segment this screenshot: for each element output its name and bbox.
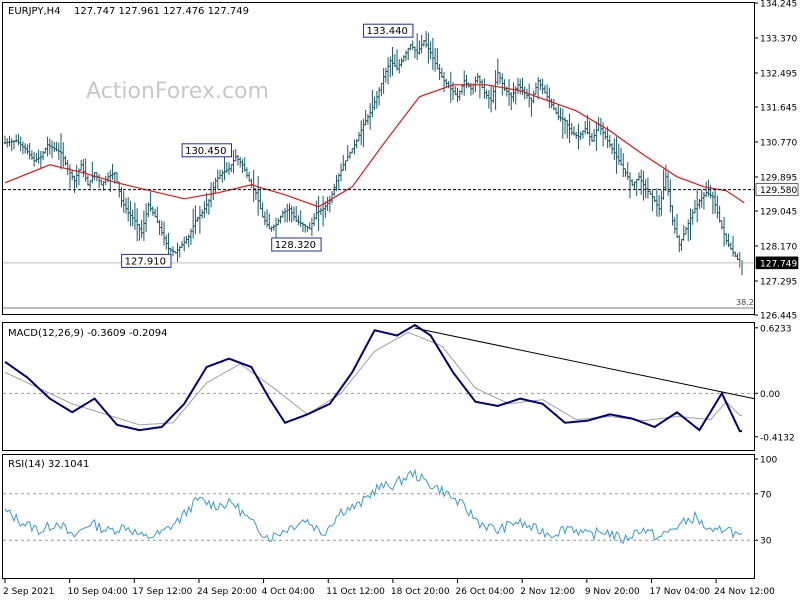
watermark: ActionForex.com <box>86 79 269 104</box>
price-annotation-label: 133.440 <box>367 26 408 37</box>
price-bars <box>3 31 744 276</box>
time-tick-label: 17 Sep 12:00 <box>132 587 192 597</box>
fibonacci-level-label: 38.2 <box>736 298 754 307</box>
rsi-tick-label: 70 <box>760 490 772 500</box>
time-axis: 2 Sep 2021 10 Sep 04:00 17 Sep 12:00 24 Sep… <box>3 579 775 597</box>
time-tick-label: 11 Oct 12:00 <box>326 587 385 597</box>
macd-indicator: 0.6233 0.00 -0.4132 <box>3 323 795 443</box>
time-tick-label: 26 Oct 04:00 <box>456 587 515 597</box>
symbol-label: EURJPY,H4 <box>8 6 61 17</box>
macd-tick-label: 0.00 <box>760 390 780 400</box>
macd-tick-label: 0.6233 <box>760 324 792 334</box>
time-tick-label: 2 Nov 12:00 <box>520 587 575 597</box>
price-tick-label: 129.045 <box>760 208 797 218</box>
price-tick-label: 127.295 <box>760 278 797 288</box>
time-tick-label: 24 Sep 20:00 <box>197 587 257 597</box>
price-overlays: 38.2 129.580 127.749 <box>3 84 799 309</box>
macd-tick-label: -0.4132 <box>760 433 795 443</box>
price-tick-label: 126.445 <box>760 312 797 322</box>
last-price-tag-label: 127.749 <box>760 259 797 269</box>
macd-label: MACD(12,26,9) -0.3609 -0.2094 <box>8 328 168 339</box>
macd-signal-line <box>4 331 742 426</box>
price-tick-label: 129.895 <box>760 174 797 184</box>
macd-panel-frame <box>2 322 755 451</box>
price-tick-label: 134.245 <box>760 0 797 10</box>
time-tick-label: 18 Oct 20:00 <box>391 587 450 597</box>
rsi-label: RSI(14) 32.1041 <box>8 459 89 470</box>
price-tick-label: 133.370 <box>760 35 797 45</box>
time-tick-label: 9 Nov 20:00 <box>585 587 640 597</box>
price-tick-label: 132.495 <box>760 70 797 80</box>
last-price-tag-box <box>755 256 799 270</box>
price-annotation-label: 128.320 <box>275 240 316 251</box>
macd-line <box>4 323 742 433</box>
level-tag-box <box>755 183 799 196</box>
price-y-axis: 134.245 133.370 132.495 131.645 130.770 129.8… <box>754 0 797 322</box>
time-tick-label: 4 Oct 04:00 <box>262 587 315 597</box>
price-tick-label: 130.770 <box>760 139 797 149</box>
price-tick-label: 128.170 <box>760 243 797 253</box>
time-tick-label: 17 Nov 04:00 <box>649 587 710 597</box>
price-annotations: 133.440 130.450 128.320 127.910 <box>121 23 414 268</box>
rsi-panel-frame <box>2 454 755 579</box>
time-tick-label: 10 Sep 04:00 <box>68 587 128 597</box>
rsi-tick-label: 30 <box>760 537 772 547</box>
macd-trendline <box>414 327 755 400</box>
level-tag-label: 129.580 <box>760 186 797 196</box>
price-annotation-box <box>181 143 232 158</box>
price-annotation-box <box>121 253 172 268</box>
price-annotation-box <box>363 23 414 38</box>
rsi-line <box>4 468 743 544</box>
time-tick-label: 24 Nov 12:00 <box>714 587 775 597</box>
time-tick-label: 2 Sep 2021 <box>3 587 54 597</box>
rsi-tick-label: 100 <box>760 456 777 466</box>
price-annotation-label: 127.910 <box>125 256 166 267</box>
ohlc-values: 127.747 127.961 127.476 127.749 <box>74 6 249 17</box>
rsi-indicator: 100 70 30 <box>3 456 777 547</box>
price-tick-label: 131.645 <box>760 104 797 114</box>
price-panel-frame <box>2 2 755 315</box>
price-annotation-label: 130.450 <box>185 146 226 157</box>
price-annotation-box <box>271 237 322 252</box>
